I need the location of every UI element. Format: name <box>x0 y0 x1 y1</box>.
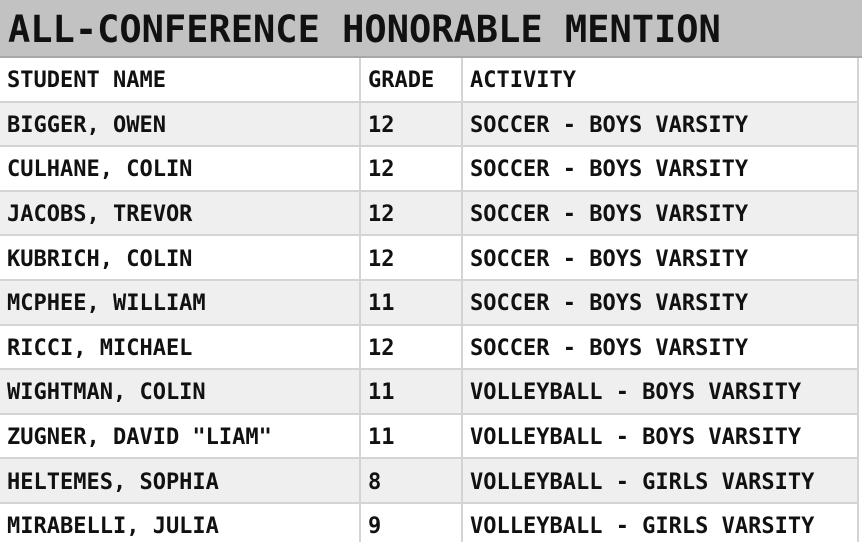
table-cell: SOCCER - BOYS VARSITY <box>461 100 859 148</box>
table-cell: 11 <box>359 412 463 460</box>
table-cell: 12 <box>359 234 463 281</box>
table-cell: 11 <box>359 278 463 326</box>
table-cell: 12 <box>359 189 463 237</box>
table-cell: ZUGNER, DAVID "LIAM" <box>0 412 361 460</box>
table-cell: WIGHTMAN, COLIN <box>0 368 361 415</box>
table-row: JACOBS, TREVOR 12 SOCCER - BOYS VARSITY <box>0 189 859 237</box>
table-cell: MIRABELLI, JULIA <box>0 501 361 542</box>
table-cell: RICCI, MICHAEL <box>0 323 361 371</box>
table-row: WIGHTMAN, COLIN 11 VOLLEYBALL - BOYS VARSI… <box>0 368 859 415</box>
header-row: STUDENT NAME GRADE ACTIVITY <box>0 58 859 103</box>
table-cell: 12 <box>359 323 463 371</box>
table-cell: 9 <box>359 501 463 542</box>
table-cell: VOLLEYBALL - GIRLS VARSITY <box>461 457 859 504</box>
table-cell: KUBRICH, COLIN <box>0 234 361 281</box>
table-cell: MCPHEE, WILLIAM <box>0 278 361 326</box>
table-body: STUDENT NAME GRADE ACTIVITY BIGGER, OWEN 12 S… <box>0 58 859 542</box>
table-cell: JACOBS, TREVOR <box>0 189 361 237</box>
table-cell: VOLLEYBALL - BOYS VARSITY <box>461 412 859 460</box>
table-row: ZUGNER, DAVID "LIAM" 11 VOLLEYBALL - BOYS … <box>0 412 859 460</box>
table-cell: 12 <box>359 100 463 148</box>
table-row: MCPHEE, WILLIAM 11 SOCCER - BOYS VARSITY <box>0 278 859 326</box>
table-cell: SOCCER - BOYS VARSITY <box>461 278 859 326</box>
column-header: STUDENT NAME <box>0 58 361 103</box>
table-cell: SOCCER - BOYS VARSITY <box>461 323 859 371</box>
column-header: GRADE <box>359 58 463 103</box>
table-cell: VOLLEYBALL - BOYS VARSITY <box>461 368 859 415</box>
table-row: RICCI, MICHAEL 12 SOCCER - BOYS VARSITY <box>0 323 859 371</box>
table-cell: 8 <box>359 457 463 504</box>
table-row: CULHANE, COLIN 12 SOCCER - BOYS VARSITY <box>0 145 859 192</box>
table-cell: VOLLEYBALL - GIRLS VARSITY <box>461 501 859 542</box>
title-bar: ALL-CONFERENCE HONORABLE MENTION <box>0 0 862 58</box>
table-cell: SOCCER - BOYS VARSITY <box>461 145 859 192</box>
table-row: KUBRICH, COLIN 12 SOCCER - BOYS VARSITY <box>0 234 859 281</box>
table-cell: SOCCER - BOYS VARSITY <box>461 189 859 237</box>
table-row: HELTEMES, SOPHIA 8 VOLLEYBALL - GIRLS VARS… <box>0 457 859 504</box>
column-header: ACTIVITY <box>461 58 859 103</box>
table-row: BIGGER, OWEN 12 SOCCER - BOYS VARSITY <box>0 100 859 148</box>
table-cell: 11 <box>359 368 463 415</box>
table-cell: BIGGER, OWEN <box>0 100 361 148</box>
table-cell: HELTEMES, SOPHIA <box>0 457 361 504</box>
table-cell: 12 <box>359 145 463 192</box>
table-cell: SOCCER - BOYS VARSITY <box>461 234 859 281</box>
table-cell: CULHANE, COLIN <box>0 145 361 192</box>
table-row: MIRABELLI, JULIA 9 VOLLEYBALL - GIRLS VARS… <box>0 501 859 542</box>
honors-table: STUDENT NAME GRADE ACTIVITY BIGGER, OWEN 12 S… <box>0 58 859 542</box>
